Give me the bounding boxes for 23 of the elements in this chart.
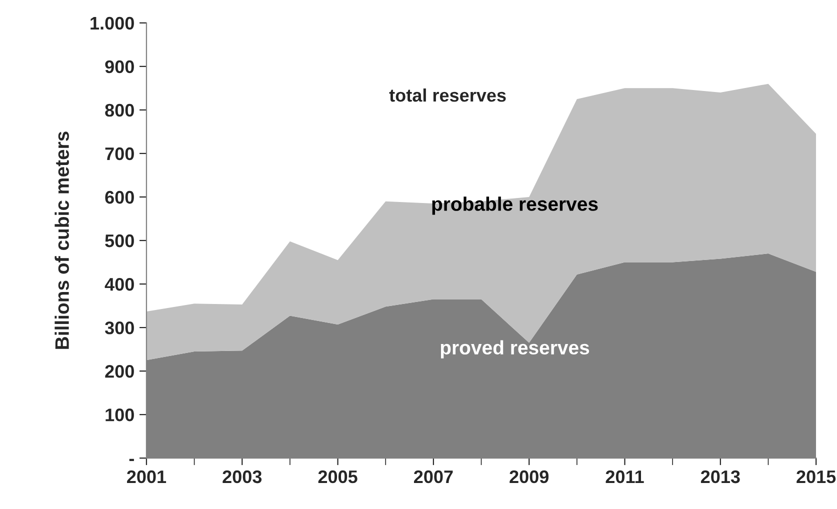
y-tick-label: - bbox=[129, 458, 134, 462]
x-tick-label: 2013 bbox=[700, 470, 740, 484]
y-tick-label: 600 bbox=[105, 190, 134, 204]
y-tick-label: 900 bbox=[105, 60, 134, 74]
y-tick-label: 100 bbox=[106, 408, 134, 422]
x-tick-label: 2005 bbox=[318, 470, 358, 484]
annotation: total reserves bbox=[389, 88, 506, 102]
x-tick-label: 2003 bbox=[222, 470, 262, 484]
x-tick-label: 2015 bbox=[796, 470, 836, 484]
series-label: proved reserves bbox=[440, 340, 590, 358]
y-tick-label: 800 bbox=[105, 104, 134, 117]
y-tick-label: 1.000 bbox=[90, 16, 134, 30]
y-tick-label: 300 bbox=[104, 321, 134, 334]
series-label: probable reserves bbox=[432, 196, 598, 215]
x-tick-label: 2007 bbox=[414, 470, 453, 484]
y-tick-label: 200 bbox=[105, 364, 134, 378]
x-tick-label: 2001 bbox=[127, 470, 166, 484]
x-tick-label: 2009 bbox=[510, 470, 549, 484]
y-tick-label: 500 bbox=[105, 234, 134, 248]
x-tick-label: 2011 bbox=[606, 470, 644, 484]
y-tick-label: 700 bbox=[105, 147, 134, 160]
y-axis-title: Billions of cubic meters bbox=[54, 132, 69, 349]
y-tick-label: 400 bbox=[104, 278, 134, 291]
